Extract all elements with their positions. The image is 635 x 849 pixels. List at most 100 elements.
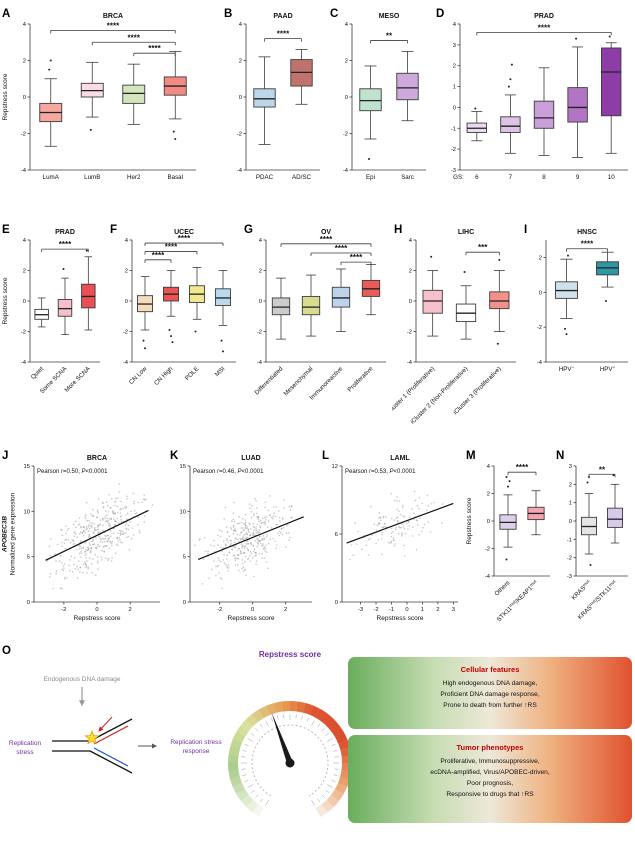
svg-text:Repstress score: Repstress score	[377, 615, 424, 622]
panel-f: F UCEC -4 -2 0 2 4 **** **** **** CN Low CN High PO…	[108, 224, 242, 442]
panel-d: D PRAD -3 -2 -1 0 1 2 3 4 **** 6 7 8 9 10 GS:	[434, 8, 634, 196]
svg-text:APOBEC3B: APOBEC3B	[2, 516, 9, 553]
svg-text:****: ****	[128, 33, 141, 42]
svg-text:GS:: GS:	[453, 174, 464, 181]
svg-text:0: 0	[345, 95, 348, 101]
svg-text:2: 2	[23, 269, 26, 275]
scatter-svg-J: BRCA 0 5 10 15 -2 0 2 Repstress score APOBEC3B Nor…	[2, 455, 160, 622]
lihc-icluster-boxplot: LIHC -4 -2 0 2 4 *** iCluster 1 (Proliferative)…	[385, 224, 522, 442]
svg-text:Responsive to drugs that ↑RS: Responsive to drugs that ↑RS	[446, 791, 534, 798]
svg-text:MSI: MSI	[214, 365, 227, 378]
svg-text:MESO: MESO	[379, 13, 400, 20]
svg-text:AD/SC: AD/SC	[292, 174, 311, 181]
svg-text:0: 0	[95, 607, 98, 613]
svg-text:Epi: Epi	[366, 174, 375, 181]
svg-text:****: ****	[335, 244, 348, 253]
svg-text:0: 0	[409, 299, 412, 305]
svg-text:CN Low: CN Low	[128, 365, 149, 386]
svg-text:0: 0	[487, 519, 490, 525]
svg-text:Endogenous DNA damage: Endogenous DNA damage	[44, 676, 121, 683]
svg-text:0: 0	[569, 519, 572, 525]
panel-k: K LUAD 0 5 10 15 -2 0 2 Repstress score Pearson r…	[168, 450, 320, 644]
svg-text:-2: -2	[537, 325, 542, 331]
svg-text:2: 2	[125, 269, 128, 275]
svg-text:4: 4	[487, 464, 491, 470]
brca-subtype-boxplot: BRCA -4 -2 0 2 4 Repstress score **** **** **** Lu…	[0, 8, 202, 196]
svg-text:-2: -2	[343, 132, 348, 138]
stk11-keap1-boxplot: -4 -2 0 2 4 Repstress score **** Others STK11mut…	[464, 450, 556, 644]
diagram-svg: Endogenous DNA damage Replication stress Re…	[9, 650, 632, 823]
svg-text:KRASmut: KRASmut	[570, 578, 593, 601]
svg-text:OV: OV	[321, 229, 331, 236]
svg-text:PRAD: PRAD	[55, 229, 75, 236]
panel-a: A BRCA -4 -2 0 2 4 Repstress score **** **** ****…	[0, 8, 202, 196]
svg-text:****: ****	[350, 253, 363, 262]
svg-text:Sarc: Sarc	[401, 174, 414, 181]
svg-text:HNSC: HNSC	[577, 229, 597, 236]
svg-text:4: 4	[409, 238, 413, 244]
ov-subtype-boxplot: OV -4 -2 0 2 4 **** **** **** Differentiated Mesen…	[242, 224, 392, 442]
svg-text:10: 10	[24, 509, 30, 515]
svg-text:****: ****	[152, 251, 165, 260]
svg-text:0: 0	[251, 607, 254, 613]
ucec-subtype-boxplot: UCEC -4 -2 0 2 4 **** **** **** CN Low CN High POLE…	[108, 224, 242, 442]
svg-text:****: ****	[516, 463, 529, 472]
svg-text:12: 12	[332, 464, 338, 470]
svg-text:****: ****	[165, 242, 178, 251]
svg-text:LAML: LAML	[390, 455, 410, 462]
svg-text:0: 0	[539, 290, 542, 296]
svg-text:-1: -1	[389, 607, 394, 613]
svg-text:****: ****	[178, 234, 191, 243]
svg-text:POLE: POLE	[184, 365, 201, 382]
paad-histology-boxplot: PAAD -4 -2 0 2 4 **** PDAC AD/SC	[222, 8, 326, 196]
svg-text:Repstress score: Repstress score	[259, 650, 322, 659]
prad-gleason-boxplot: PRAD -3 -2 -1 0 1 2 3 4 **** 6 7 8 9 10 GS:	[434, 8, 634, 196]
svg-text:Replication: Replication	[9, 740, 42, 747]
svg-text:5: 5	[27, 555, 30, 561]
panel-m: M -4 -2 0 2 4 Repstress score **** Others STK11m…	[464, 450, 556, 644]
boxplot-svg-I: HNSC -4 -2 0 2 **** HPV− HPV+	[537, 229, 628, 373]
svg-text:-4: -4	[123, 360, 129, 366]
svg-text:Her2: Her2	[127, 174, 141, 181]
svg-text:-2: -2	[451, 147, 456, 153]
svg-text:-3: -3	[567, 574, 572, 580]
svg-text:Poor prognosis,: Poor prognosis,	[467, 780, 513, 787]
svg-text:BRCA: BRCA	[103, 13, 123, 20]
svg-text:6: 6	[335, 532, 338, 538]
svg-text:BRCA: BRCA	[87, 455, 107, 462]
svg-text:Pearson r=0.53, P<0.0001: Pearson r=0.53, P<0.0001	[345, 469, 416, 475]
panel-letter-a: A	[2, 8, 11, 20]
svg-text:Replication stress: Replication stress	[170, 739, 222, 746]
svg-text:-2: -2	[61, 607, 66, 613]
svg-text:HPV−: HPV−	[559, 365, 575, 373]
meso-histology-boxplot: MESO -4 -2 0 2 4 ** Epi Sarc	[328, 8, 432, 196]
svg-text:0: 0	[27, 600, 30, 606]
panel-b: B PAAD -4 -2 0 2 4 **** PDAC AD/SC	[222, 8, 326, 196]
svg-text:4: 4	[259, 238, 263, 244]
panel-c: C MESO -4 -2 0 2 4 ** Epi Sarc	[328, 8, 432, 196]
svg-text:-4: -4	[257, 360, 263, 366]
svg-text:LumA: LumA	[43, 174, 60, 181]
svg-text:-2: -2	[237, 132, 242, 138]
svg-text:2: 2	[436, 607, 439, 613]
svg-text:-2: -2	[567, 556, 572, 562]
panel-letter-o: O	[2, 645, 11, 657]
svg-text:Pearson r=0.50, P<0.0001: Pearson r=0.50, P<0.0001	[37, 469, 108, 475]
svg-text:LIHC: LIHC	[458, 229, 474, 236]
svg-text:1: 1	[453, 85, 456, 91]
svg-text:15: 15	[24, 464, 30, 470]
svg-text:-1: -1	[451, 126, 456, 132]
svg-text:-2: -2	[373, 607, 378, 613]
boxplot-svg-B: PAAD -4 -2 0 2 4 **** PDAC AD/SC	[237, 13, 320, 181]
svg-text:4: 4	[453, 22, 457, 28]
svg-text:0: 0	[335, 600, 338, 606]
svg-text:-4: -4	[21, 168, 27, 174]
panel-letter-m: M	[466, 450, 476, 462]
svg-text:0: 0	[259, 299, 262, 305]
svg-text:PRAD: PRAD	[534, 13, 554, 20]
svg-text:-2: -2	[407, 330, 412, 336]
